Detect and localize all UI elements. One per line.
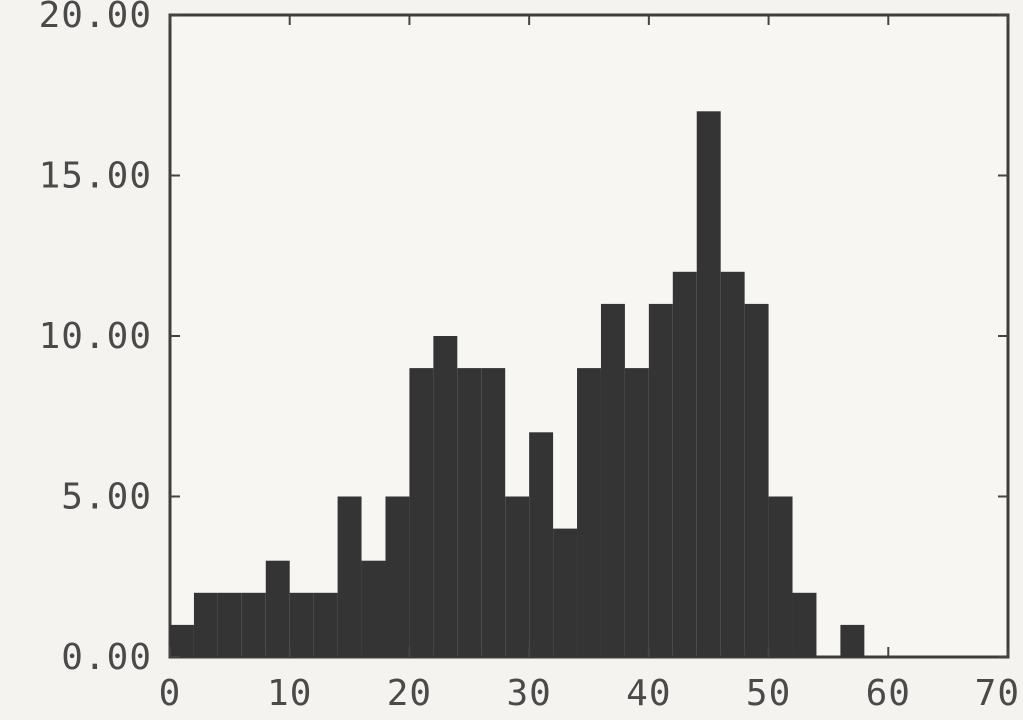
histogram-bar	[337, 496, 362, 657]
histogram-bar	[217, 592, 242, 657]
bars-layer	[170, 111, 865, 658]
x-tick-label: 20	[387, 673, 432, 714]
histogram-bar	[600, 303, 625, 657]
histogram-bar	[529, 432, 554, 657]
histogram-bar	[289, 592, 314, 657]
histogram-bar	[385, 496, 410, 657]
x-tick-label: 60	[866, 673, 911, 714]
y-ticks-layer: 0.00 5.00 10.00 15.00 20.00	[39, 0, 1008, 678]
histogram-bar	[361, 560, 386, 657]
y-tick-label: 5.00	[61, 477, 152, 518]
x-tick-label: 0	[159, 673, 182, 714]
histogram-bar	[193, 592, 218, 657]
y-tick-label: 20.00	[39, 0, 152, 36]
y-tick-label: 10.00	[39, 316, 152, 357]
histogram-bar	[170, 624, 194, 657]
x-tick-label: 70	[975, 673, 1020, 714]
x-ticks-layer: 0 10 20 30 40 50 60 70	[159, 15, 1020, 714]
histogram-bar	[409, 368, 434, 657]
histogram-bar	[457, 368, 482, 657]
histogram-bar	[744, 303, 769, 657]
x-tick-label: 40	[626, 673, 671, 714]
histogram-bar	[577, 368, 601, 657]
histogram-bar	[505, 496, 530, 657]
histogram-bar	[648, 303, 673, 657]
histogram-bar	[481, 368, 506, 657]
histogram-bar	[720, 271, 745, 657]
histogram-bar	[265, 560, 290, 657]
y-tick-label: 0.00	[61, 637, 152, 678]
y-tick-label: 15.00	[39, 156, 152, 197]
histogram-bar	[768, 496, 793, 657]
histogram-bar	[433, 336, 458, 657]
x-tick-label: 50	[746, 673, 791, 714]
histogram-bar	[840, 624, 865, 657]
x-tick-label: 30	[506, 673, 551, 714]
histogram-bar	[672, 271, 697, 657]
histogram-bar	[792, 592, 817, 657]
histogram-bar	[696, 111, 721, 658]
x-tick-label: 10	[267, 673, 312, 714]
histogram-bar	[624, 368, 649, 657]
histogram-bar	[313, 592, 338, 657]
histogram-bar	[241, 592, 266, 657]
histogram-bar	[553, 528, 578, 657]
